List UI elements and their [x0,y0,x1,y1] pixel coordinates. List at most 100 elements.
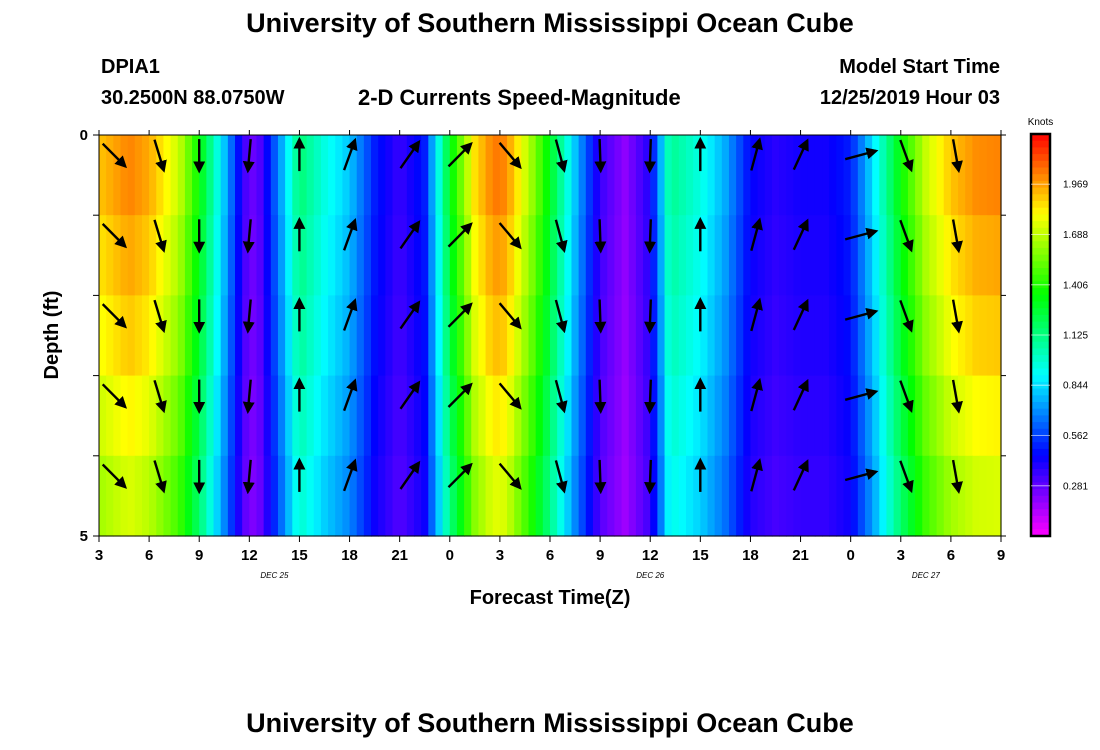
heatmap-cell [728,215,737,296]
heatmap-cell [392,295,401,377]
heatmap-cell [850,215,859,296]
heatmap-cell [707,455,716,537]
heatmap-cell [836,375,845,457]
heatmap-cell [421,215,429,296]
heatmap-cell [227,375,236,457]
heatmap-cell [700,135,709,216]
heatmap-cell [113,135,122,216]
current-arrow [594,139,607,174]
heatmap-cell [621,295,630,377]
heatmap-cell [249,135,258,216]
heatmap-cell [822,215,830,296]
heatmap-cell [757,375,766,457]
current-arrow [844,307,879,321]
heatmap-cell [385,375,394,457]
heatmap-cell [306,295,315,377]
heatmap-cell [621,215,630,296]
heatmap-cell [686,375,694,457]
heatmap-cell [177,455,186,537]
heatmap-cell [542,215,551,296]
heatmap-cell [736,375,744,457]
heatmap-cell [442,215,451,296]
x-tick-label: 18 [341,547,358,564]
heatmap-cell [743,135,752,216]
colorbar-swatch [1031,335,1050,343]
heatmap-cell [728,375,737,457]
heatmap-cell [170,455,179,537]
heatmap-cell [113,455,122,537]
heatmap-cell [184,215,193,296]
heatmap-cell [693,375,701,457]
heatmap-cell [335,295,343,377]
heatmap-cell [328,295,336,377]
heatmap-cell [192,135,200,216]
x-axis-label: Forecast Time(Z) [470,587,631,609]
heatmap-cell [363,215,372,296]
heatmap-cell [492,375,501,457]
heatmap-cells [99,135,1002,537]
heatmap-cell [449,135,458,216]
heatmap-cell [192,215,200,296]
heatmap-cell [163,295,172,377]
heatmap-cell [134,215,143,296]
heatmap-cell [757,215,766,296]
heatmap-cell [864,135,873,216]
heatmap-cell [170,375,179,457]
heatmap-cell [879,295,888,377]
heatmap-cell [521,375,530,457]
heatmap-cell [657,295,666,377]
heatmap-cell [392,375,401,457]
heatmap-cell [320,295,329,377]
heatmap-cell [793,295,802,377]
colorbar-swatch [1031,301,1050,309]
heatmap-cell [936,375,945,457]
colorbar-swatch [1031,261,1050,269]
heatmap-cell [915,375,923,457]
heatmap-cell [678,375,687,457]
heatmap-cell [736,135,744,216]
heatmap-cell [886,215,895,296]
heatmap-cell [106,295,114,377]
x-tick-label: 9 [195,547,203,564]
heatmap-cell [356,135,365,216]
heatmap-cell [335,215,343,296]
heatmap-cell [249,215,258,296]
heatmap-cell [285,215,293,296]
heatmap-cell [535,215,544,296]
heatmap-cell [320,215,329,296]
heatmap-cell [306,375,315,457]
heatmap-cell [399,375,408,457]
heatmap-cell [492,295,501,377]
heatmap-cell [99,455,107,537]
heatmap-cell [392,215,401,296]
heatmap-cell [929,215,938,296]
heatmap-cell [435,215,444,296]
current-vector-arrows [101,136,963,495]
heatmap-cell [736,295,744,377]
heatmap-cell [507,455,515,537]
heatmap-cell [492,455,501,537]
heatmap-cell [399,215,408,296]
current-arrow [498,382,522,410]
heatmap-cell [442,455,451,537]
heatmap-cell [435,295,444,377]
heatmap-cell [413,455,422,537]
heatmap-cell [907,135,916,216]
heatmap-cell [270,375,279,457]
heatmap-cell [499,215,508,296]
heatmap-cell [550,135,558,216]
heatmap-cell [614,135,623,216]
colorbar-swatch [1031,247,1050,256]
heatmap-cell [564,215,573,296]
heatmap-cell [829,455,837,537]
colorbar-swatch [1031,509,1050,517]
heatmap-cell [263,295,272,377]
heatmap-cell [585,135,594,216]
heatmap-cell [120,295,129,377]
heatmap-cell [893,295,902,377]
heatmap-cell [127,215,136,296]
heatmap-cell [435,455,444,537]
heatmap-cell [177,375,186,457]
current-arrow [342,378,358,412]
heatmap-cell [514,295,522,377]
